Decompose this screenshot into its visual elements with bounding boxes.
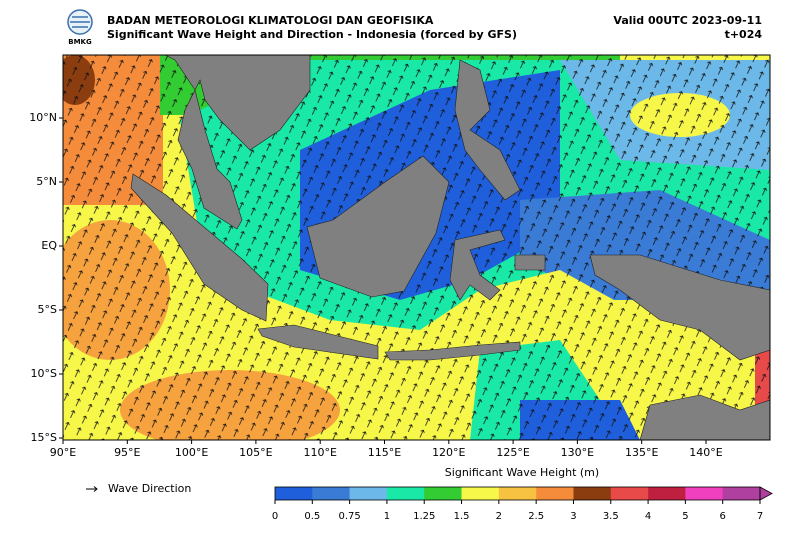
colorbar-label: 1 bbox=[384, 511, 390, 522]
sulawesi bbox=[449, 229, 506, 301]
legend-arrow-head bbox=[93, 486, 98, 492]
colorbar-segment bbox=[275, 487, 313, 500]
lon-label: 115°E bbox=[368, 446, 401, 459]
colorbar-frame bbox=[274, 486, 761, 501]
new-guinea bbox=[589, 254, 770, 361]
colorbar-label: 1.25 bbox=[413, 511, 435, 522]
legend-label: Wave Direction bbox=[108, 482, 191, 495]
maluku bbox=[514, 254, 546, 271]
colorbar-segment bbox=[498, 487, 537, 500]
colorbar-segment bbox=[610, 487, 649, 500]
lon-label: 95°E bbox=[114, 446, 140, 459]
colorbar-label: 0.5 bbox=[304, 511, 320, 522]
agency: BADAN METEOROLOGI KLIMATOLOGI DAN GEOFIS… bbox=[107, 14, 434, 27]
colorbar-label: 2.5 bbox=[528, 511, 544, 522]
logo: BMKG bbox=[67, 9, 93, 46]
logo-text: BMKG bbox=[68, 38, 92, 46]
map-title: Significant Wave Height and Direction - … bbox=[107, 28, 517, 41]
colorbar: 0 0.5 0.75 1 1.25 1.5 2 2.5 3 3.5 4 5 6 7 bbox=[272, 486, 773, 522]
colorbar-label: 5 bbox=[682, 511, 688, 522]
colorbar-label: 3.5 bbox=[603, 511, 619, 522]
colorbar-extend bbox=[759, 486, 773, 501]
lon-label: 130°E bbox=[561, 446, 594, 459]
australia bbox=[639, 394, 770, 440]
lat-label: 10°S bbox=[31, 367, 57, 380]
lead-time: t+024 bbox=[725, 28, 763, 41]
lat-label: 10°N bbox=[29, 111, 57, 124]
lat-label: 15°S bbox=[31, 431, 57, 444]
java bbox=[257, 324, 379, 360]
colorbar-label: 0.75 bbox=[338, 511, 360, 522]
lon-label: 125°E bbox=[496, 446, 529, 459]
colorbar-segment bbox=[722, 487, 761, 500]
colorbar-segment bbox=[461, 487, 500, 500]
colorbar-segment bbox=[312, 487, 350, 500]
map bbox=[63, 55, 770, 440]
lat-label: 5°N bbox=[36, 175, 57, 188]
colorbar-segment bbox=[573, 487, 612, 500]
colorbar-segment bbox=[648, 487, 686, 500]
colorbar-segment bbox=[536, 487, 574, 500]
borneo bbox=[306, 155, 450, 298]
lat-label: EQ bbox=[41, 239, 57, 252]
colorbar-title: Significant Wave Height (m) bbox=[445, 466, 599, 479]
lat-label: 5°S bbox=[38, 303, 57, 316]
colorbar-label: 0 bbox=[272, 511, 278, 522]
colorbar-label: 3 bbox=[570, 511, 576, 522]
colorbar-label: 1.5 bbox=[454, 511, 470, 522]
land bbox=[130, 55, 770, 440]
lon-label: 120°E bbox=[432, 446, 465, 459]
mainland bbox=[164, 55, 311, 230]
lon-label: 135°E bbox=[625, 446, 658, 459]
colorbar-label: 6 bbox=[720, 511, 726, 522]
colorbar-segment bbox=[349, 487, 388, 500]
colorbar-label: 4 bbox=[645, 511, 651, 522]
lon-label: 100°E bbox=[175, 446, 208, 459]
nusa-tenggara bbox=[384, 341, 521, 361]
lon-label: 110°E bbox=[303, 446, 336, 459]
colorbar-segment bbox=[386, 487, 425, 500]
lon-label: 105°E bbox=[239, 446, 272, 459]
colorbar-label: 7 bbox=[757, 511, 763, 522]
logo-lines bbox=[70, 16, 90, 28]
axes: 10°N 5°N EQ 5°S 10°S 15°S 90°E 95°E 100°E 105°E 11… bbox=[29, 111, 723, 459]
sumatra bbox=[130, 173, 269, 322]
philippines bbox=[454, 59, 521, 201]
colorbar-label: 2 bbox=[496, 511, 502, 522]
lon-label: 90°E bbox=[50, 446, 76, 459]
valid-time: Valid 00UTC 2023-09-11 bbox=[613, 14, 762, 27]
lon-label: 140°E bbox=[689, 446, 722, 459]
colorbar-segment bbox=[685, 487, 723, 500]
colorbar-segment bbox=[424, 487, 462, 500]
map-frame bbox=[62, 54, 771, 441]
